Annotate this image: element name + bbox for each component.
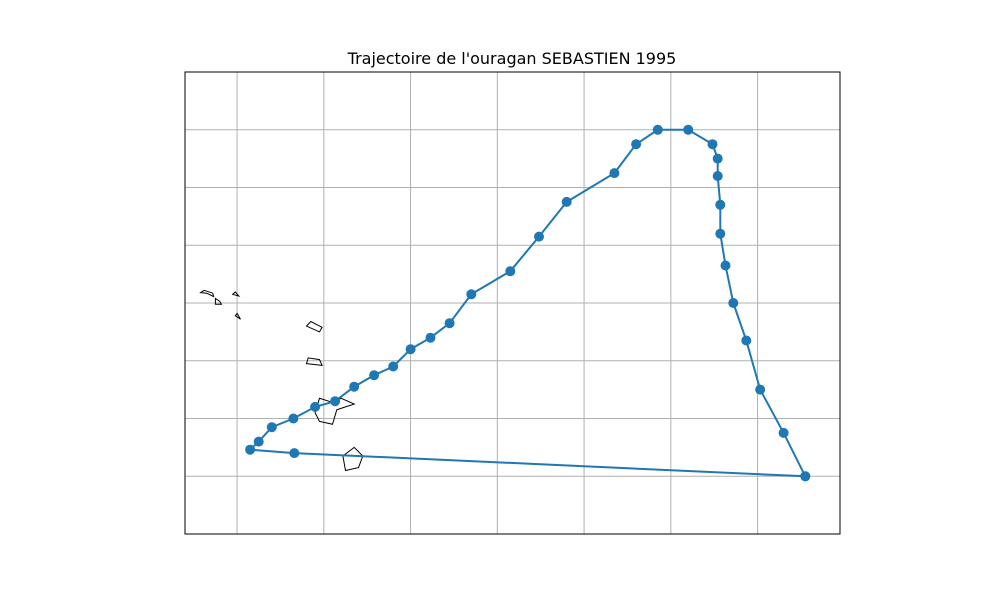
- track-point-22: [388, 361, 399, 372]
- track-point-7: [715, 199, 726, 210]
- track-point-32: [800, 471, 811, 482]
- track-point-1: [778, 427, 789, 438]
- coastline-1: [214, 297, 223, 305]
- map-frame: [184, 71, 841, 535]
- hurricane-track: [245, 124, 811, 482]
- track-point-11: [683, 124, 694, 135]
- track-point-9: [712, 153, 723, 164]
- track-point-25: [330, 396, 341, 407]
- track-point-10: [707, 139, 718, 150]
- coastlines: [199, 289, 364, 472]
- track-point-21: [405, 344, 416, 355]
- track-point-20: [425, 332, 436, 343]
- coastline-2: [231, 291, 241, 298]
- track-point-13: [631, 139, 642, 150]
- track-point-5: [720, 260, 731, 271]
- coastline-3: [234, 312, 241, 320]
- track-point-30: [245, 444, 256, 455]
- track-point-12: [652, 124, 663, 135]
- track-point-3: [741, 335, 752, 346]
- track-point-23: [369, 370, 380, 381]
- track-point-8: [712, 171, 723, 181]
- track-point-29: [253, 436, 264, 447]
- track-point-18: [466, 289, 477, 300]
- gridlines: [185, 72, 840, 534]
- coastline-7: [342, 446, 364, 472]
- track-point-16: [534, 231, 544, 242]
- track-point-14: [609, 168, 620, 179]
- track-point-2: [755, 384, 766, 395]
- track-point-19: [444, 318, 455, 329]
- track-point-15: [561, 196, 572, 207]
- track-point-31: [289, 448, 300, 459]
- map-title: Trajectoire de l'ouragan SEBASTIEN 1995: [347, 49, 677, 68]
- track-point-27: [288, 413, 299, 424]
- coastline-5: [305, 357, 323, 366]
- track-point-26: [310, 401, 321, 412]
- track-point-28: [266, 422, 277, 433]
- coastline-0: [199, 289, 215, 298]
- track-point-24: [349, 381, 360, 392]
- coastline-4: [305, 320, 323, 333]
- track-point-6: [715, 228, 726, 239]
- track-point-4: [728, 298, 739, 308]
- track-point-17: [505, 266, 516, 277]
